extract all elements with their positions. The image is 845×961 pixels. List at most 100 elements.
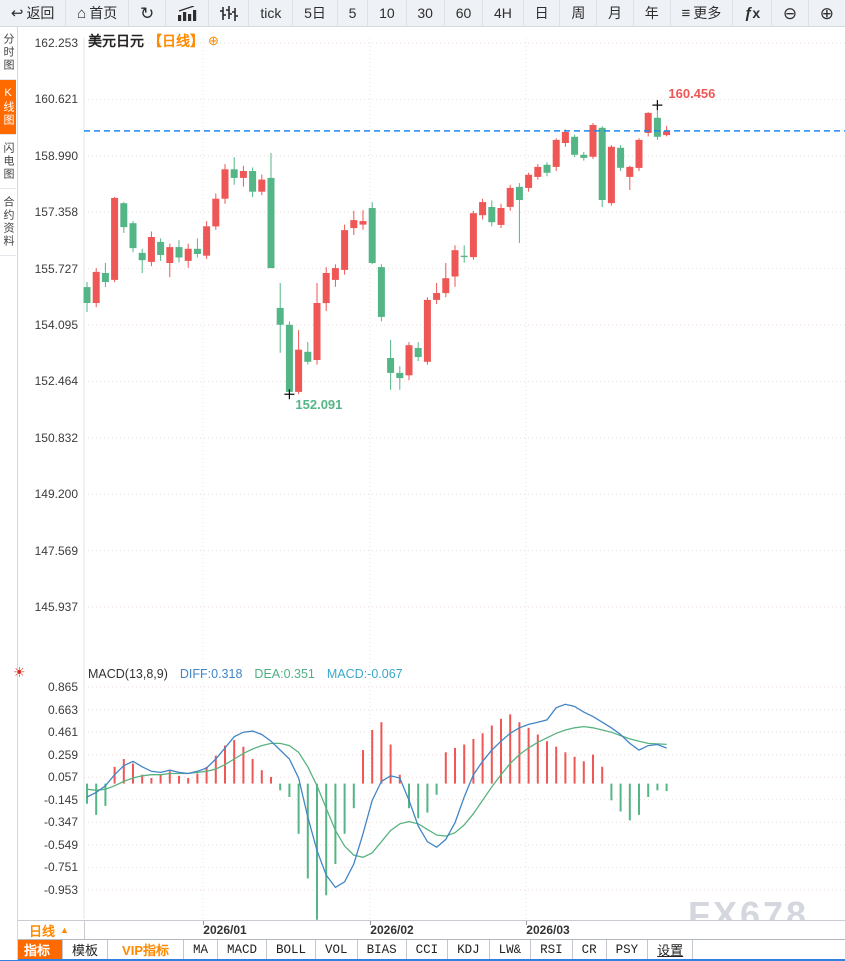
indicator-tab[interactable]: 设置 [648,940,694,959]
indicator-sun-icon[interactable]: ☀ [13,664,26,680]
period-year-button[interactable]: 年 [634,0,671,26]
period-30-button[interactable]: 30 [407,0,445,26]
sidebar-tab-item[interactable]: 分时图 [0,26,16,80]
indicator-tab[interactable]: MACD [218,940,268,959]
macd-macd-value: MACD:-0.067 [326,667,403,681]
toolbar-label: tick [260,5,282,21]
toolbar-label: 更多 [693,5,722,21]
x-axis-label: 2026/03 [526,923,570,937]
y-axis-label: 149.200 [34,487,78,502]
y-axis-label: -0.347 [43,815,78,830]
indicator-tab[interactable]: RSI [531,940,573,959]
refresh-icon: ↻ [139,3,155,23]
y-axis-label: 0.259 [47,747,78,762]
indicator-tab[interactable]: 指标 [12,940,64,959]
period-tag: 【日线】 [148,33,204,49]
period-selector-label: 日线 [29,923,56,939]
indicator-tab[interactable]: BIAS [358,940,407,959]
x-axis-tick [203,921,204,925]
triangle-up-icon: ▲ [60,925,69,935]
y-axis-label: 145.937 [34,600,78,614]
y-axis-label: 155.727 [34,261,78,276]
period-5d-button[interactable]: 5日 [293,0,338,26]
zoom-out-icon: ⊖ [782,3,798,23]
refresh-button[interactable]: ↻ [129,0,167,26]
y-axis-label: 150.832 [34,430,78,445]
indicator-tab[interactable]: CCI [407,940,449,959]
back-button[interactable]: ↩ 返回 [0,0,67,26]
y-axis-label: -0.953 [43,883,78,897]
toolbar-label: 日 [534,5,549,21]
y-axis-label: 154.095 [34,318,78,332]
indicator-tab[interactable]: PSY [607,940,649,959]
y-axis-label: -0.145 [43,792,78,807]
x-axis-tick [370,921,371,925]
y-axis-label: 0.865 [47,680,78,694]
indicator-tab[interactable]: VOL [316,940,358,959]
x-axis-row: 日线 ▲ 2026/01 2026/02 2026/03 [0,920,845,940]
home-icon: ⌂ [77,4,87,22]
y-axis-label: 0.461 [47,725,78,740]
toolbar-label: 30 [417,5,433,21]
period-day-button[interactable]: 日 [524,0,561,26]
x-axis-label: 2026/01 [203,923,247,937]
formula-fx-icon: ƒx [743,4,761,22]
toolbar-label: 返回 [26,5,55,21]
y-axis-label: 0.663 [47,702,78,717]
y-axis-label: 158.990 [34,148,78,163]
ohlc-bars-icon [219,5,238,21]
bar-chart-icon [177,5,197,21]
symbol-name: 美元日元 [88,33,144,49]
zoom-in-button[interactable]: ⊕ [809,0,845,26]
circle-plus-icon[interactable]: ⊕ [208,33,219,48]
indicator-tab[interactable]: KDJ [448,940,490,959]
x-axis-tick [526,921,527,925]
line-chart-button[interactable] [166,0,209,26]
y-axis-label: 147.569 [34,543,78,558]
period-5-button[interactable]: 5 [338,0,369,26]
zoom-out-button[interactable]: ⊖ [772,0,809,26]
period-4h-button[interactable]: 4H [483,0,524,26]
back-icon: ↩ [10,4,24,22]
y-axis-label: 0.057 [47,770,78,785]
toolbar-label: 10 [379,5,395,21]
formula-button[interactable]: ƒx [733,0,772,26]
indicator-tab[interactable]: 模板 [63,940,109,959]
period-10-button[interactable]: 10 [368,0,407,26]
toolbar-label: 年 [644,5,659,21]
indicator-tab[interactable]: BOLL [267,940,317,959]
toolbar-label: 5 [348,5,357,21]
more-button[interactable]: ≡ 更多 [671,0,734,26]
period-60-button[interactable]: 60 [445,0,484,26]
indicator-tab[interactable]: LW& [490,940,532,959]
indicator-tab[interactable]: MA [184,940,219,959]
period-selector[interactable]: 日线 ▲ [13,921,85,939]
chart-title: 美元日元 【日线】 ⊕ [88,31,219,51]
y-axis-label: 157.358 [34,205,78,220]
toolbar-label: 60 [455,5,472,21]
zoom-in-icon: ⊕ [819,3,835,23]
home-button[interactable]: ⌂ 首页 [66,0,130,26]
macd-dea-value: DEA:0.351 [254,667,315,681]
y-axis-label: -0.751 [43,860,78,875]
indicator-tab[interactable]: VIP指标 [108,940,184,959]
sidebar-tab-active[interactable]: K线图 [0,80,16,135]
x-axis-label: 2026/02 [370,923,414,937]
toolbar: ↩ 返回 ⌂ 首页 ↻ tick 5日 5 10 30 60 4H 日周月年 ≡ 更多 ƒx ⊖ ⊕ [0,0,845,27]
indicator-tab[interactable]: CR [573,940,607,959]
macd-header: MACD(13,8,9) DIFF:0.318 DEA:0.351 MACD:-… [88,667,403,681]
y-axis-label: -0.549 [43,837,78,852]
low-price-label: 152.091 [295,397,343,413]
high-price-label: 160.456 [668,86,716,102]
toolbar-label: 首页 [89,5,118,21]
period-week-button[interactable]: 周 [560,0,598,26]
tick-button[interactable]: tick [249,0,294,26]
sidebar-tab-item[interactable]: 闪电图 [0,135,16,189]
period-month-button[interactable]: 月 [597,0,634,26]
toolbar-label: 周 [571,5,586,21]
macd-name: MACD(13,8,9) [88,667,168,681]
sidebar-tab-item[interactable]: 合约资料 [0,189,16,256]
y-axis-label: 152.464 [34,374,78,389]
candlestick-button[interactable] [209,0,250,26]
